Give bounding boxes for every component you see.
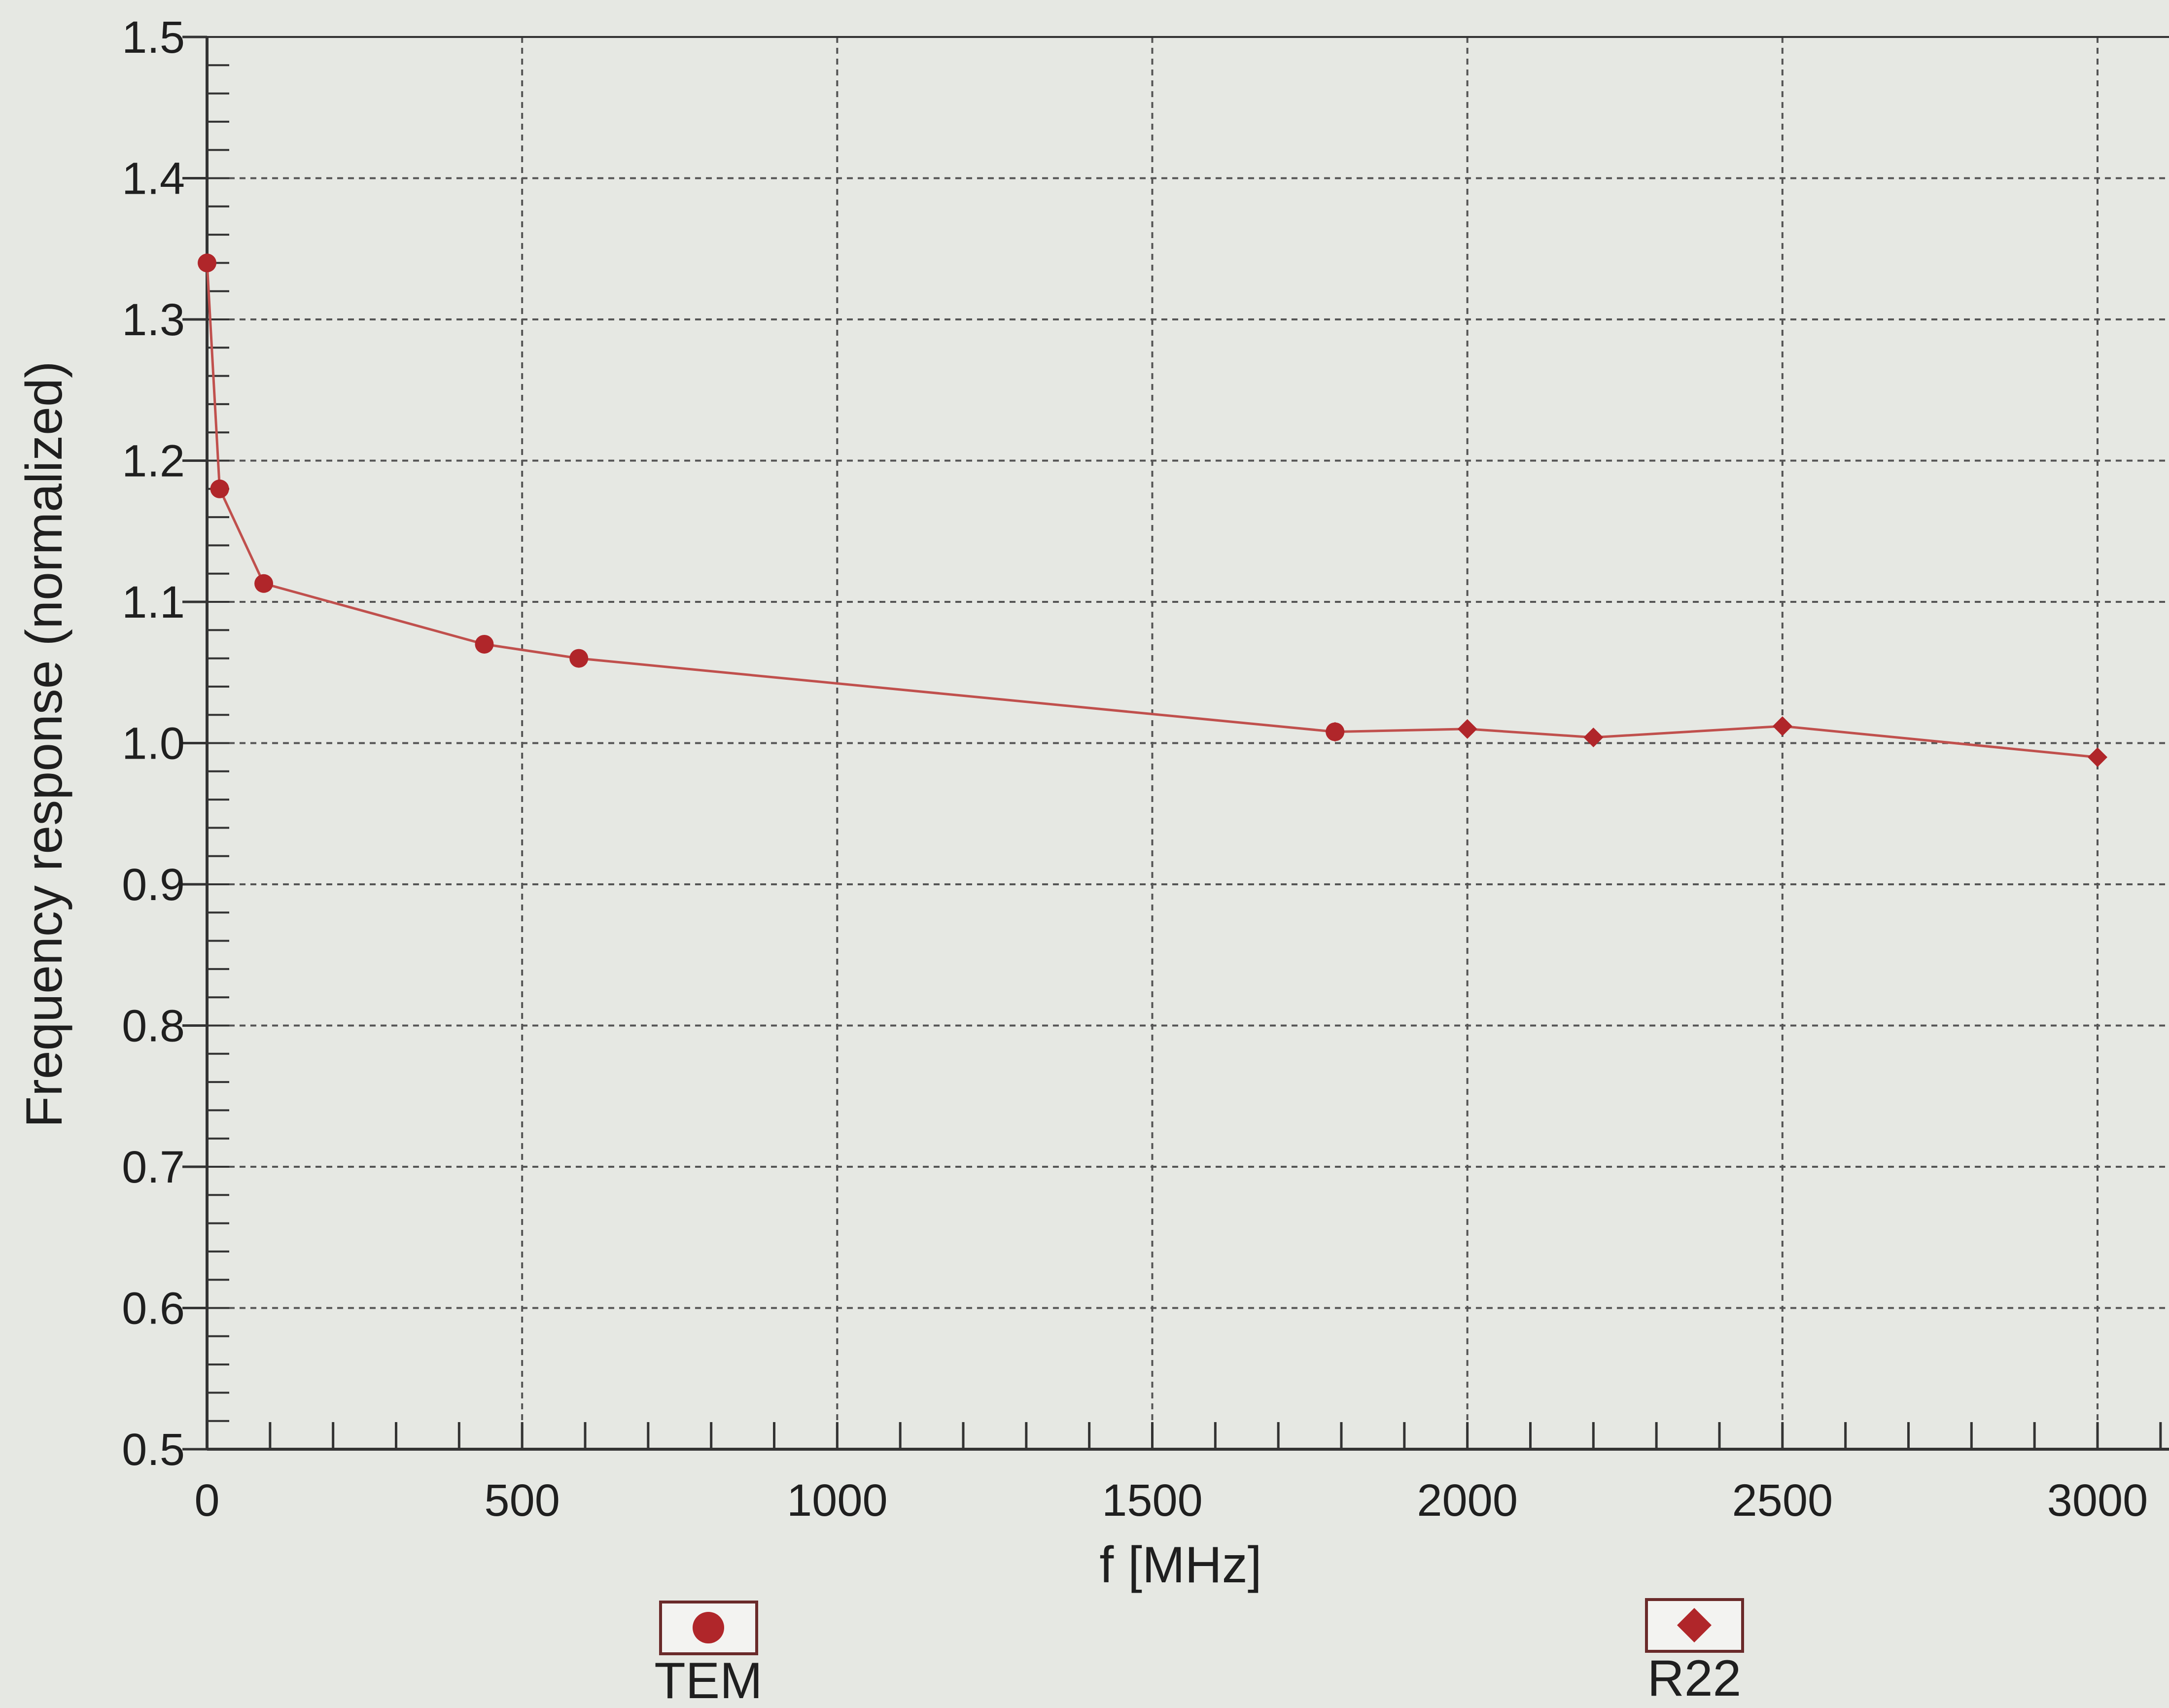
legend-item-r22[interactable]: R22 [1645,1598,1744,1707]
tem-point [210,479,229,498]
y-tick-label: 0.6 [122,1284,185,1334]
x-tick-label: 3000 [2047,1475,2148,1526]
series-markers [198,253,2107,767]
legend: TEM R22 [654,1598,1744,1708]
x-tick-label: 500 [484,1475,560,1526]
tem-point [198,253,216,273]
y-tick-label: 1.3 [122,295,185,345]
y-tick-label: 1.5 [122,12,185,63]
x-tick-label: 1500 [1102,1475,1203,1526]
x-tick-label: 2000 [1417,1475,1518,1526]
y-tick-label: 0.8 [122,1001,185,1051]
legend-item-tem[interactable]: TEM [654,1601,763,1708]
y-tick-label: 1.0 [122,719,185,769]
r22-point [1772,716,1792,736]
y-tick-label: 1.1 [122,577,185,627]
y-tick-label: 1.2 [122,436,185,487]
x-axis-title: f [MHz] [1099,1536,1261,1594]
r22-point [2088,747,2107,767]
r22-point [1583,728,1604,748]
x-tick-label: 2500 [1732,1475,1833,1526]
r22-point [1457,719,1477,739]
y-tick-label: 0.5 [122,1425,185,1475]
series-lines [206,263,2098,759]
series-line [206,263,2098,759]
legend-label-tem: TEM [654,1652,763,1708]
tem-point [569,649,589,668]
tem-point [254,574,274,593]
legend-circle-icon [693,1612,724,1643]
y-tick-label: 0.7 [122,1142,185,1192]
legend-diamond-icon [1677,1608,1712,1642]
x-tick-label: 1000 [787,1475,888,1526]
tick-labels: 0.5 0.6 0.7 0.8 0.9 1.0 1.1 1.2 1.3 1.4 1.5 0 500 100… [122,12,2148,1526]
y-axis-title: Frequency response (normalized) [16,361,73,1128]
y-tick-label: 0.9 [122,860,185,910]
legend-label-r22: R22 [1647,1650,1742,1707]
tem-point [475,634,494,654]
axes [182,35,2169,1451]
y-tick-label: 1.4 [122,154,185,204]
r22-point [1325,722,1345,742]
x-tick-label: 0 [194,1475,219,1526]
